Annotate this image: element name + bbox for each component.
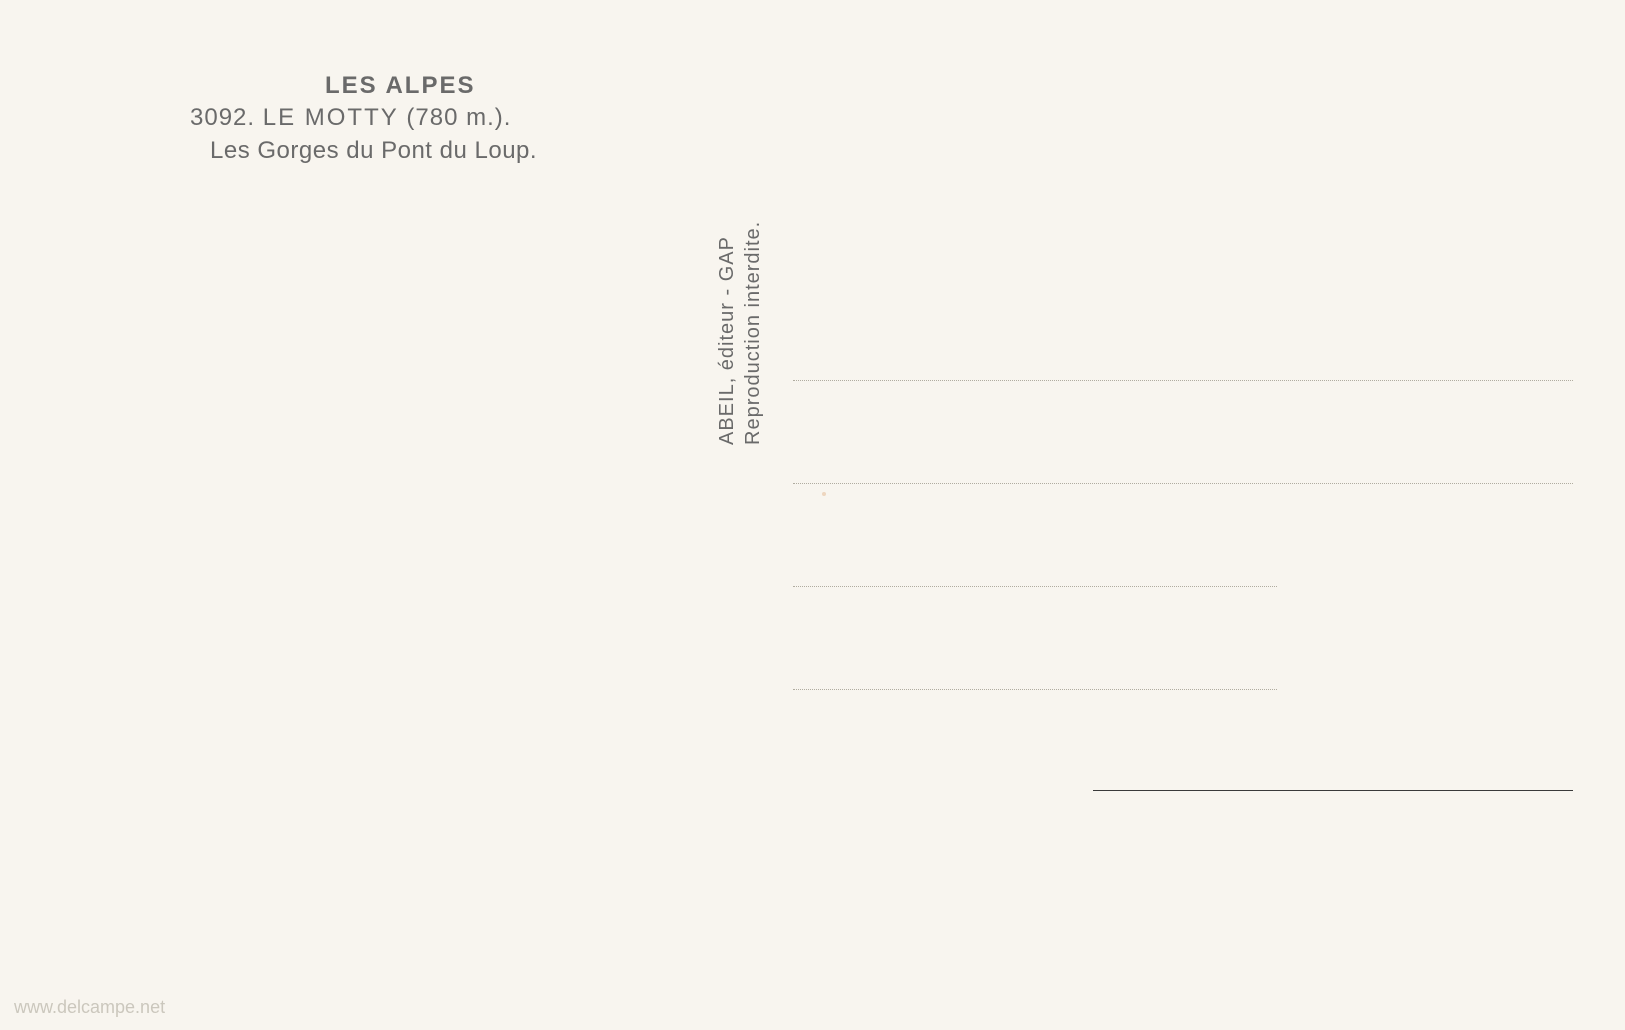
address-line-2 bbox=[793, 483, 1573, 484]
region-title: LES ALPES bbox=[325, 70, 537, 102]
header-block: LES ALPES 3092. LE MOTTY (780 m.). Les G… bbox=[190, 70, 537, 167]
address-line-4 bbox=[793, 689, 1277, 690]
reproduction-notice: Reproduction interdite. bbox=[740, 165, 766, 445]
bottom-divider-line bbox=[1093, 790, 1573, 791]
elevation: (780 m.). bbox=[406, 104, 511, 131]
address-lines-area bbox=[793, 380, 1573, 792]
card-number-line: 3092. LE MOTTY (780 m.). bbox=[190, 102, 537, 134]
subtitle: Les Gorges du Pont du Loup. bbox=[210, 135, 537, 167]
card-number: 3092. bbox=[190, 104, 255, 131]
publisher-name: ABEIL, éditeur - GAP bbox=[714, 165, 740, 445]
address-line-3 bbox=[793, 586, 1277, 587]
address-line-1 bbox=[793, 380, 1573, 381]
publisher-block: ABEIL, éditeur - GAP Reproduction interd… bbox=[714, 165, 766, 445]
paper-spot bbox=[822, 492, 826, 496]
postcard-back: LES ALPES 3092. LE MOTTY (780 m.). Les G… bbox=[0, 0, 1625, 1030]
watermark: www.delcampe.net bbox=[14, 997, 165, 1018]
location-name: LE MOTTY bbox=[263, 104, 399, 131]
